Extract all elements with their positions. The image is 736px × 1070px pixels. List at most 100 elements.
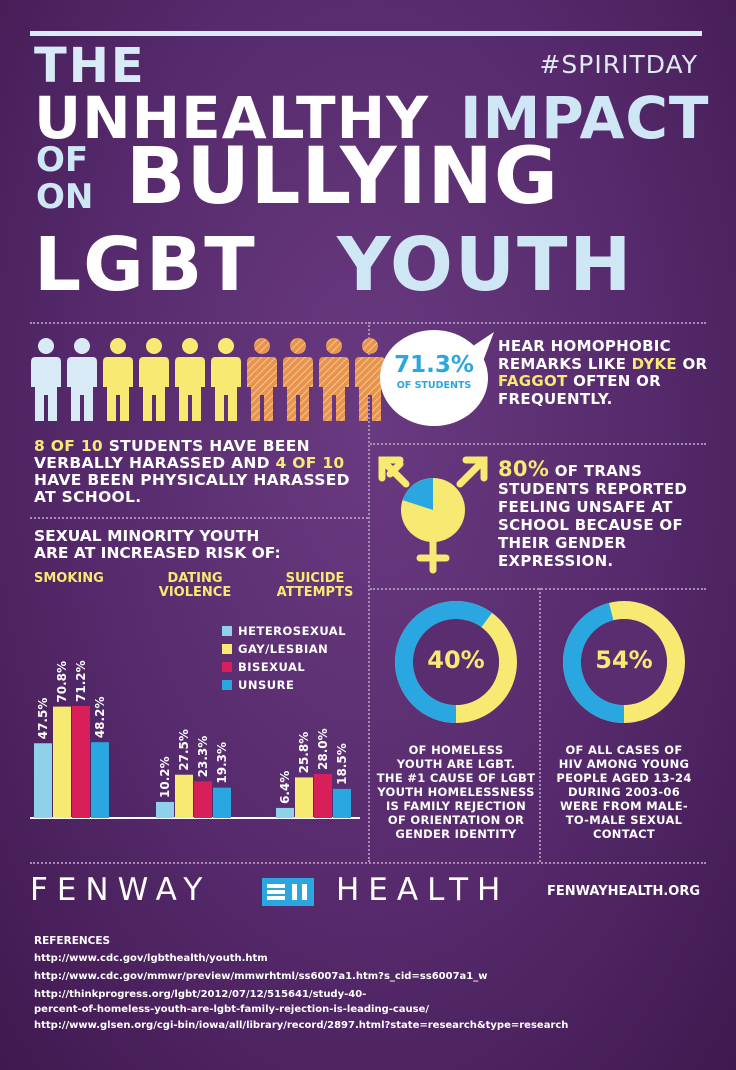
caption-line: YOUTH ARE LGBT.: [396, 757, 516, 771]
reference-item: http://www.glsen.org/cgi-bin/iowa/all/li…: [34, 1020, 569, 1031]
hiv-percent: 54%: [595, 646, 653, 674]
fenway-logo-text-left: FENWAY: [30, 872, 212, 908]
title-bullying: BULLYING: [126, 132, 559, 222]
bar-unsure-2: [333, 788, 351, 818]
divider: [370, 443, 706, 445]
bar-label: 25.8%: [297, 732, 311, 774]
hashtag: #SPIRITDAY: [539, 50, 698, 79]
transgender-symbol-icon: [378, 456, 488, 574]
word-faggot: FAGGOT: [498, 372, 568, 390]
caption-line: OF HOMELESS: [408, 743, 504, 757]
title-on: ON: [36, 177, 94, 217]
bar-label: 27.5%: [177, 729, 191, 771]
person-orange-icon: [283, 338, 313, 421]
legend-gay-lesbian: GAY/LESBIAN: [222, 640, 346, 658]
homeless-percent: 40%: [427, 646, 485, 674]
risk-header-line2: ARE AT INCREASED RISK OF:: [34, 544, 281, 562]
risk-header: SEXUAL MINORITY YOUTH ARE AT INCREASED R…: [34, 528, 334, 562]
caption-line: CONTACT: [592, 827, 656, 841]
bar-label: 6.4%: [278, 771, 292, 804]
legend-unsure: UNSURE: [222, 676, 346, 694]
person-yellow-icon: [103, 338, 133, 421]
remarks-label: OF STUDENTS: [396, 380, 472, 391]
caption-line: OF ALL CASES OF: [565, 743, 683, 757]
caption-line: PEOPLE AGED 13-24: [556, 771, 692, 785]
bar-heterosexual-0: [34, 743, 52, 818]
category-label-dating-violence: DATING VIOLENCE: [158, 571, 232, 600]
harassment-stat: 8 OF 10 STUDENTS HAVE BEEN VERBALLY HARA…: [34, 438, 374, 506]
footer-url: FENWAYHEALTH.ORG: [547, 884, 700, 899]
legend-swatch: [222, 644, 232, 654]
legend-heterosexual: HETEROSEXUAL: [222, 622, 346, 640]
person-yellow-icon: [211, 338, 241, 421]
title-unhealthy: UNHEALTHY: [34, 84, 430, 152]
title-lgbt: LGBT: [34, 222, 257, 308]
caption-line: OF ORIENTATION OR: [387, 813, 525, 827]
caption-line: YOUTH HOMELESSNESS: [377, 785, 535, 799]
fenway-health-logo-icon: [262, 878, 314, 906]
person-white-icon: [67, 338, 97, 421]
category-label-smoking: SMOKING: [34, 571, 104, 586]
bar-bisexual-0: [72, 705, 90, 818]
speech-bubble: [380, 330, 494, 426]
stat-text-2: HAVE BEEN PHYSICALLY HARASSED AT SCHOOL.: [34, 471, 350, 506]
trans-stat: 80% OF TRANS STUDENTS REPORTED FEELING U…: [498, 457, 688, 571]
bar-gay-lesbian-2: [295, 777, 313, 818]
bar-label: 70.8%: [55, 661, 69, 703]
bar-unsure-0: [91, 742, 109, 818]
risk-bar-chart: 47.5% 70.8% 71.2% 48.2% 10.2% 27.5% 23.3% 19.3%…: [30, 660, 360, 819]
donut-hole: [413, 619, 499, 705]
title-the: THE: [34, 38, 146, 94]
references-header: REFERENCES: [34, 935, 111, 947]
stat-4-of-10: 4 OF 10: [275, 454, 345, 472]
risk-header-line1: SEXUAL MINORITY YOUTH: [34, 527, 260, 545]
word-dyke: DYKE: [631, 354, 677, 373]
caption-line: IS FAMILY REJECTION: [385, 799, 527, 813]
title-impact: IMPACT: [460, 84, 710, 152]
caption-line: GENDER IDENTITY: [395, 827, 517, 841]
bar-heterosexual-2: [276, 807, 294, 818]
title-of: OF: [36, 140, 89, 180]
reference-item: http://thinkprogress.org/lgbt/2012/07/12…: [34, 989, 367, 1000]
person-yellow-icon: [175, 338, 205, 421]
bar-label: 23.3%: [196, 736, 210, 778]
top-rule: [30, 31, 702, 36]
caption-line: DURING 2003-06: [567, 785, 681, 799]
bar-unsure-1: [213, 787, 231, 818]
hiv-caption: OF ALL CASES OF HIV AMONG YOUNG PEOPLE AGE…: [542, 743, 706, 841]
divider: [368, 322, 370, 862]
bar-label: 28.0%: [316, 728, 330, 770]
remarks-text: HEAR HOMOPHOBIC REMARKS LIKE DYKE OR FAG…: [498, 337, 708, 408]
divider: [30, 517, 368, 519]
hiv-donut-chart: [563, 601, 685, 723]
bar-label: 48.2%: [93, 697, 107, 739]
reference-item: percent-of-homeless-youth-are-lgbt-famil…: [34, 1004, 430, 1015]
stat-text-1: STUDENTS HAVE BEEN VERBALLY HARASSED AND: [34, 437, 310, 472]
people-pictogram: [30, 337, 386, 423]
person-orange-icon: [355, 338, 385, 421]
person-orange-icon: [319, 338, 349, 421]
divider: [30, 862, 706, 864]
legend-bisexual: BISEXUAL: [222, 658, 346, 676]
bar-label: 10.2%: [158, 756, 172, 798]
caption-line: WERE FROM MALE-: [560, 799, 688, 813]
donut-remainder-arc: [395, 601, 517, 723]
remarks-percent: 71.3%: [394, 352, 474, 378]
trans-unsafe-wedge: [402, 478, 433, 510]
title-youth: YOUTH: [337, 222, 634, 308]
category-label-suicide-attempts: SUICIDE ATTEMPTS: [276, 571, 354, 600]
bar-label: 47.5%: [36, 698, 50, 740]
bar-label: 71.2%: [74, 660, 88, 702]
divider: [539, 588, 541, 862]
legend-swatch: [222, 680, 232, 690]
trans-percent: 80%: [498, 457, 550, 481]
person-orange-icon: [247, 338, 277, 421]
legend-swatch: [222, 662, 232, 672]
homeless-caption: OF HOMELESS YOUTH ARE LGBT. THE #1 CAUSE O…: [374, 743, 538, 841]
bar-gay-lesbian-1: [175, 774, 193, 818]
stat-8-of-10: 8 OF 10: [34, 437, 104, 455]
caption-line: HIV AMONG YOUNG: [558, 757, 690, 771]
bar-label: 18.5%: [335, 743, 349, 785]
person-yellow-icon: [139, 338, 169, 421]
fenway-logo-text-right: HEALTH: [336, 872, 510, 908]
